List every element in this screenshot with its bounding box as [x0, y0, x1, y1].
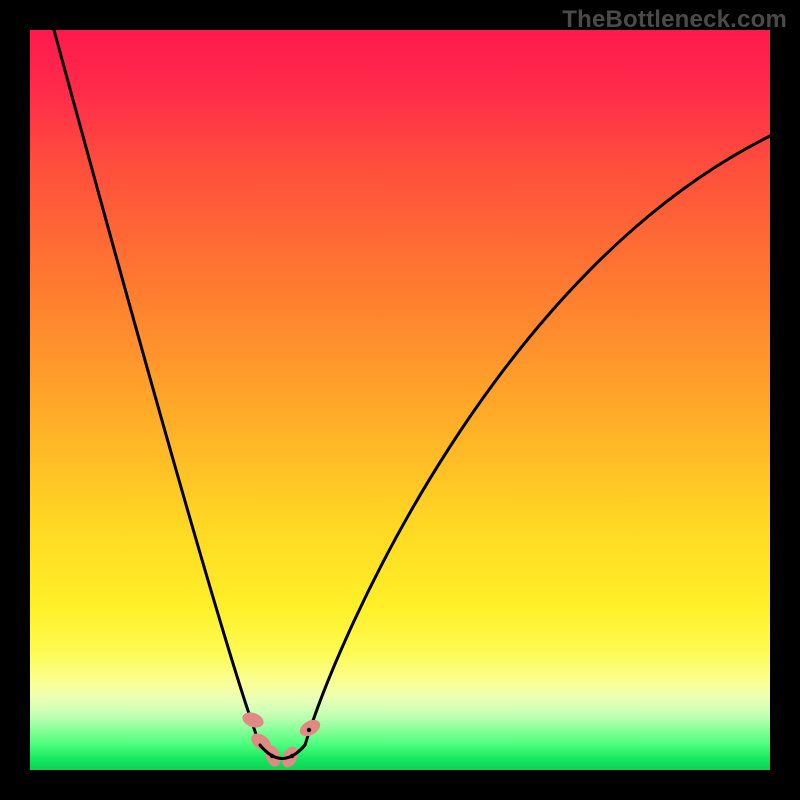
gradient-panel	[30, 30, 770, 770]
valley-marker-dot	[270, 754, 274, 758]
watermark-text: TheBottleneck.com	[562, 6, 787, 34]
bottleneck-chart	[0, 0, 800, 800]
valley-marker-dot	[307, 728, 311, 732]
valley-marker-dot	[290, 754, 294, 758]
